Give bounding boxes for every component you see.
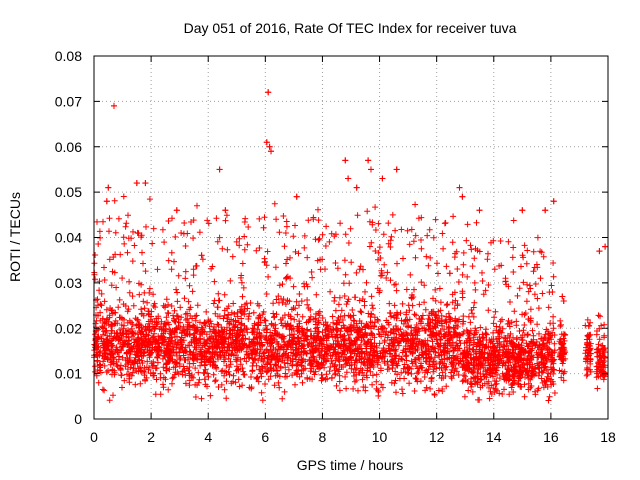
x-axis-title: GPS time / hours — [297, 457, 404, 473]
outlier-point — [459, 193, 466, 200]
data-points — [91, 89, 609, 404]
x-tick-label: 12 — [429, 429, 445, 445]
outlier-point — [476, 207, 483, 214]
y-tick-label: 0.07 — [55, 93, 82, 109]
x-tick-label: 2 — [147, 429, 155, 445]
outlier-point — [379, 175, 386, 182]
y-axis: 0 0.01 0.02 0.03 0.04 0.05 0.06 0.07 0.08 — [55, 48, 608, 427]
y-tick-label: 0.04 — [55, 230, 82, 246]
outlier-point — [345, 175, 352, 182]
outlier-point — [550, 198, 557, 205]
outlier-point — [266, 143, 273, 150]
outlier-point — [596, 248, 603, 255]
x-tick-label: 10 — [372, 429, 388, 445]
outlier-point — [293, 193, 300, 200]
outlier-point — [103, 198, 110, 205]
outlier-point — [393, 166, 400, 173]
y-tick-label: 0.02 — [55, 320, 82, 336]
outlier-point — [560, 298, 567, 305]
y-axis-title: ROTI / TECUs — [7, 192, 23, 282]
y-tick-label: 0.01 — [55, 366, 82, 382]
outlier-point — [559, 293, 566, 300]
y-tick-label: 0.06 — [55, 139, 82, 155]
outlier-point — [110, 102, 117, 109]
outlier-point — [542, 207, 549, 214]
x-tick-label: 4 — [204, 429, 212, 445]
y-tick-label: 0 — [74, 411, 82, 427]
outlier-point — [216, 166, 223, 173]
x-tick-label: 16 — [543, 429, 559, 445]
x-tick-label: 0 — [90, 429, 98, 445]
x-tick-label: 6 — [261, 429, 269, 445]
outlier-point — [519, 207, 526, 214]
x-tick-label: 14 — [486, 429, 502, 445]
x-tick-label: 18 — [600, 429, 616, 445]
x-axis: 0 2 4 6 8 10 12 14 16 18 — [90, 56, 616, 445]
outlier-point — [142, 180, 149, 187]
outlier-point — [133, 180, 140, 187]
scatter-markers — [91, 89, 609, 404]
outlier-point — [456, 184, 463, 191]
outlier-point — [342, 157, 349, 164]
outlier-point — [602, 243, 609, 250]
outlier-point — [263, 139, 270, 146]
outlier-point — [353, 184, 360, 191]
x-tick-label: 8 — [319, 429, 327, 445]
outlier-point — [268, 148, 275, 155]
chart-title: Day 051 of 2016, Rate Of TEC Index for r… — [184, 20, 517, 36]
y-tick-label: 0.08 — [55, 48, 82, 64]
outlier-point — [365, 157, 372, 164]
outlier-point — [367, 166, 374, 173]
outlier-point — [105, 184, 112, 191]
outlier-point — [222, 207, 229, 214]
y-tick-label: 0.05 — [55, 184, 82, 200]
outlier-point — [265, 89, 272, 96]
outlier-point — [173, 207, 180, 214]
y-tick-label: 0.03 — [55, 275, 82, 291]
